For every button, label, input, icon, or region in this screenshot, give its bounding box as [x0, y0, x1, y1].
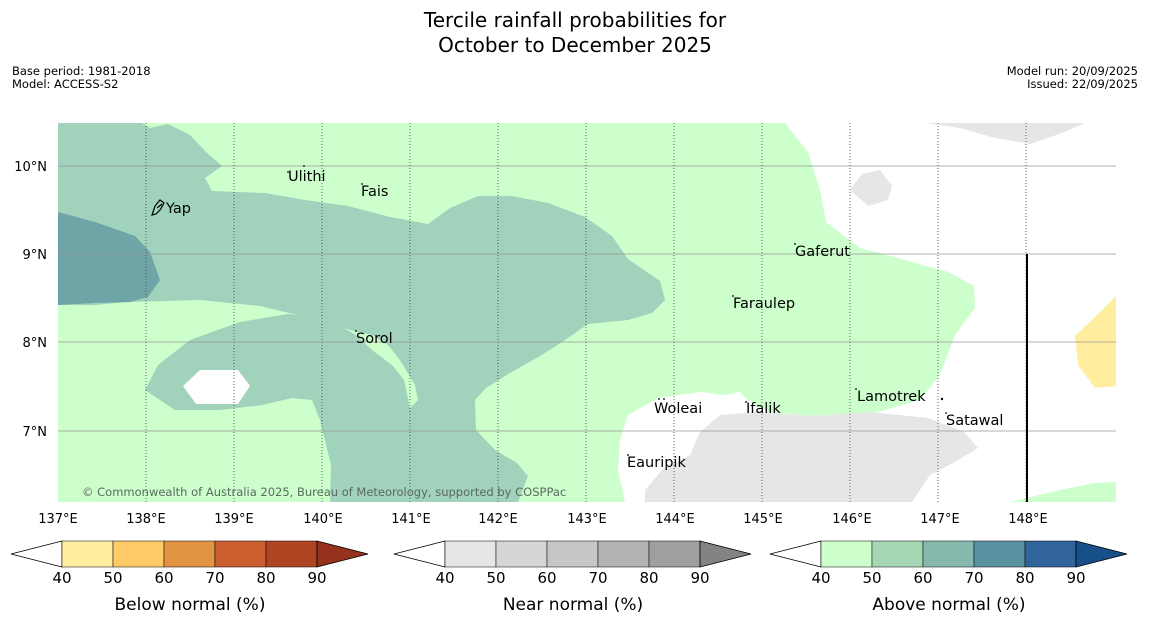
- near-40-region-blob: [850, 170, 892, 206]
- lon-tick-143e: 143°E: [567, 512, 607, 527]
- above-colorbar-tick: 40: [811, 569, 830, 587]
- island-label-eauripik: Eauripik: [627, 455, 686, 471]
- near-colorbar-segment: [648, 540, 701, 568]
- lat-tick-9n: 9°N: [23, 248, 48, 263]
- above-colorbar-extend-low: [769, 540, 822, 568]
- below-colorbar-segment: [265, 540, 318, 568]
- model-name: Model: ACCESS-S2: [12, 77, 119, 91]
- below-colorbar-segment: [61, 540, 114, 568]
- above-50-region: [58, 123, 665, 502]
- map-area: Ulithi Fais Yap Gaferut Faraulep Sorol W…: [58, 123, 1116, 502]
- model-run: Model run: 20/09/2025: [1006, 64, 1138, 78]
- lon-tick-144e: 144°E: [655, 512, 695, 527]
- above-colorbar-segment: [973, 540, 1026, 568]
- above-colorbar-segment: [871, 540, 924, 568]
- above-colorbar-tick: 70: [964, 569, 983, 587]
- lon-gridlines: [145, 123, 1027, 502]
- island-label-yap: Yap: [165, 201, 191, 217]
- base-period: Base period: 1981-2018: [12, 64, 151, 78]
- above-colorbar-segment: [1024, 540, 1077, 568]
- lon-tick-labels: 137°E 138°E 139°E 140°E 141°E 142°E 143°…: [38, 512, 1048, 527]
- near-colorbar-tick: 40: [435, 569, 454, 587]
- colorbar-above-title: Above normal (%): [872, 595, 1025, 615]
- copyright-notice: © Commonwealth of Australia 2025, Bureau…: [82, 485, 566, 499]
- lon-tick-141e: 141°E: [391, 512, 431, 527]
- above-colorbar-extend-high: [1075, 540, 1128, 568]
- island-dots: [287, 165, 947, 456]
- near-40-region-north: [925, 123, 1085, 144]
- lat-tick-7n: 7°N: [23, 425, 48, 440]
- lon-tick-146e: 146°E: [832, 512, 872, 527]
- near-colorbar-segment: [597, 540, 650, 568]
- above-40-region-southeast: [1010, 482, 1116, 502]
- island-label-gaferut: Gaferut: [795, 244, 850, 260]
- lon-tick-139e: 139°E: [214, 512, 254, 527]
- island-label-ifalik: Ifalik: [746, 401, 781, 417]
- near-colorbar-tick: 90: [690, 569, 709, 587]
- below-colorbar-tick: 50: [103, 569, 122, 587]
- colorbar-above: 40 50 60 70 80 90: [769, 540, 1128, 587]
- colorbar-near: 40 50 60 70 80 90: [393, 540, 752, 587]
- below-colorbar-tick: 90: [307, 569, 326, 587]
- below-colorbar-segment: [214, 540, 267, 568]
- below-colorbar-tick: 80: [256, 569, 275, 587]
- near-colorbar-extend-high: [699, 540, 752, 568]
- above-colorbar-segment: [820, 540, 873, 568]
- above-colorbar-segment: [922, 540, 975, 568]
- colorbar-near-title: Near normal (%): [503, 595, 643, 615]
- below-colorbar-tick: 40: [52, 569, 71, 587]
- above-colorbar-tick: 50: [862, 569, 881, 587]
- near-colorbar-extend-low: [393, 540, 446, 568]
- island-label-sorol: Sorol: [356, 331, 393, 347]
- island-label-ulithi: Ulithi: [288, 169, 326, 185]
- near-colorbar-segment: [546, 540, 599, 568]
- below-colorbar-segment: [112, 540, 165, 568]
- near-colorbar-tick: 50: [486, 569, 505, 587]
- lon-tick-138e: 138°E: [126, 512, 166, 527]
- yap-island: [151, 199, 165, 216]
- lat-tick-8n: 8°N: [23, 336, 48, 351]
- above-colorbar-tick: 80: [1015, 569, 1034, 587]
- below-colorbar-segment: [163, 540, 216, 568]
- above-colorbar-tick: 90: [1066, 569, 1085, 587]
- near-40-region-south: [645, 412, 978, 502]
- island-label-satawal: Satawal: [946, 413, 1003, 429]
- island-label-woleai: Woleai: [654, 401, 702, 417]
- below-colorbar-extend-high: [316, 540, 369, 568]
- near-colorbar-tick: 80: [639, 569, 658, 587]
- title-line-1: Tercile rainfall probabilities for: [423, 8, 727, 32]
- below-colorbar-extend-low: [10, 540, 63, 568]
- below-colorbar-tick: 60: [154, 569, 173, 587]
- below-colorbar-tick: 70: [205, 569, 224, 587]
- title-line-2: October to December 2025: [438, 33, 712, 57]
- lon-tick-140e: 140°E: [303, 512, 343, 527]
- map-title: Tercile rainfall probabilities for Octob…: [0, 8, 1150, 58]
- above-colorbar-tick: 60: [913, 569, 932, 587]
- above-60-region: [58, 212, 160, 305]
- meta-right: Model run: 20/09/2025 Issued: 22/09/2025: [1007, 65, 1138, 91]
- lon-tick-137e: 137°E: [38, 512, 78, 527]
- colorbar-below: 40 50 60 70 80 90: [10, 540, 369, 587]
- island-label-fais: Fais: [361, 184, 388, 200]
- lon-tick-147e: 147°E: [920, 512, 960, 527]
- lat-tick-labels: 10°N 9°N 8°N 7°N: [14, 160, 47, 440]
- no-signal-region: [183, 370, 250, 404]
- near-colorbar-tick: 70: [588, 569, 607, 587]
- colorbar-below-title: Below normal (%): [115, 595, 266, 615]
- island-label-faraulep: Faraulep: [733, 296, 795, 312]
- lon-tick-145e: 145°E: [743, 512, 783, 527]
- lon-tick-148e: 148°E: [1008, 512, 1048, 527]
- island-label-lamotrek: Lamotrek: [857, 389, 926, 405]
- near-colorbar-tick: 60: [537, 569, 556, 587]
- lat-tick-10n: 10°N: [14, 160, 47, 175]
- near-colorbar-segment: [444, 540, 497, 568]
- lon-tick-142e: 142°E: [478, 512, 518, 527]
- near-colorbar-segment: [495, 540, 548, 568]
- meta-left: Base period: 1981-2018 Model: ACCESS-S2: [12, 65, 151, 91]
- issued-date: Issued: 22/09/2025: [1027, 77, 1138, 91]
